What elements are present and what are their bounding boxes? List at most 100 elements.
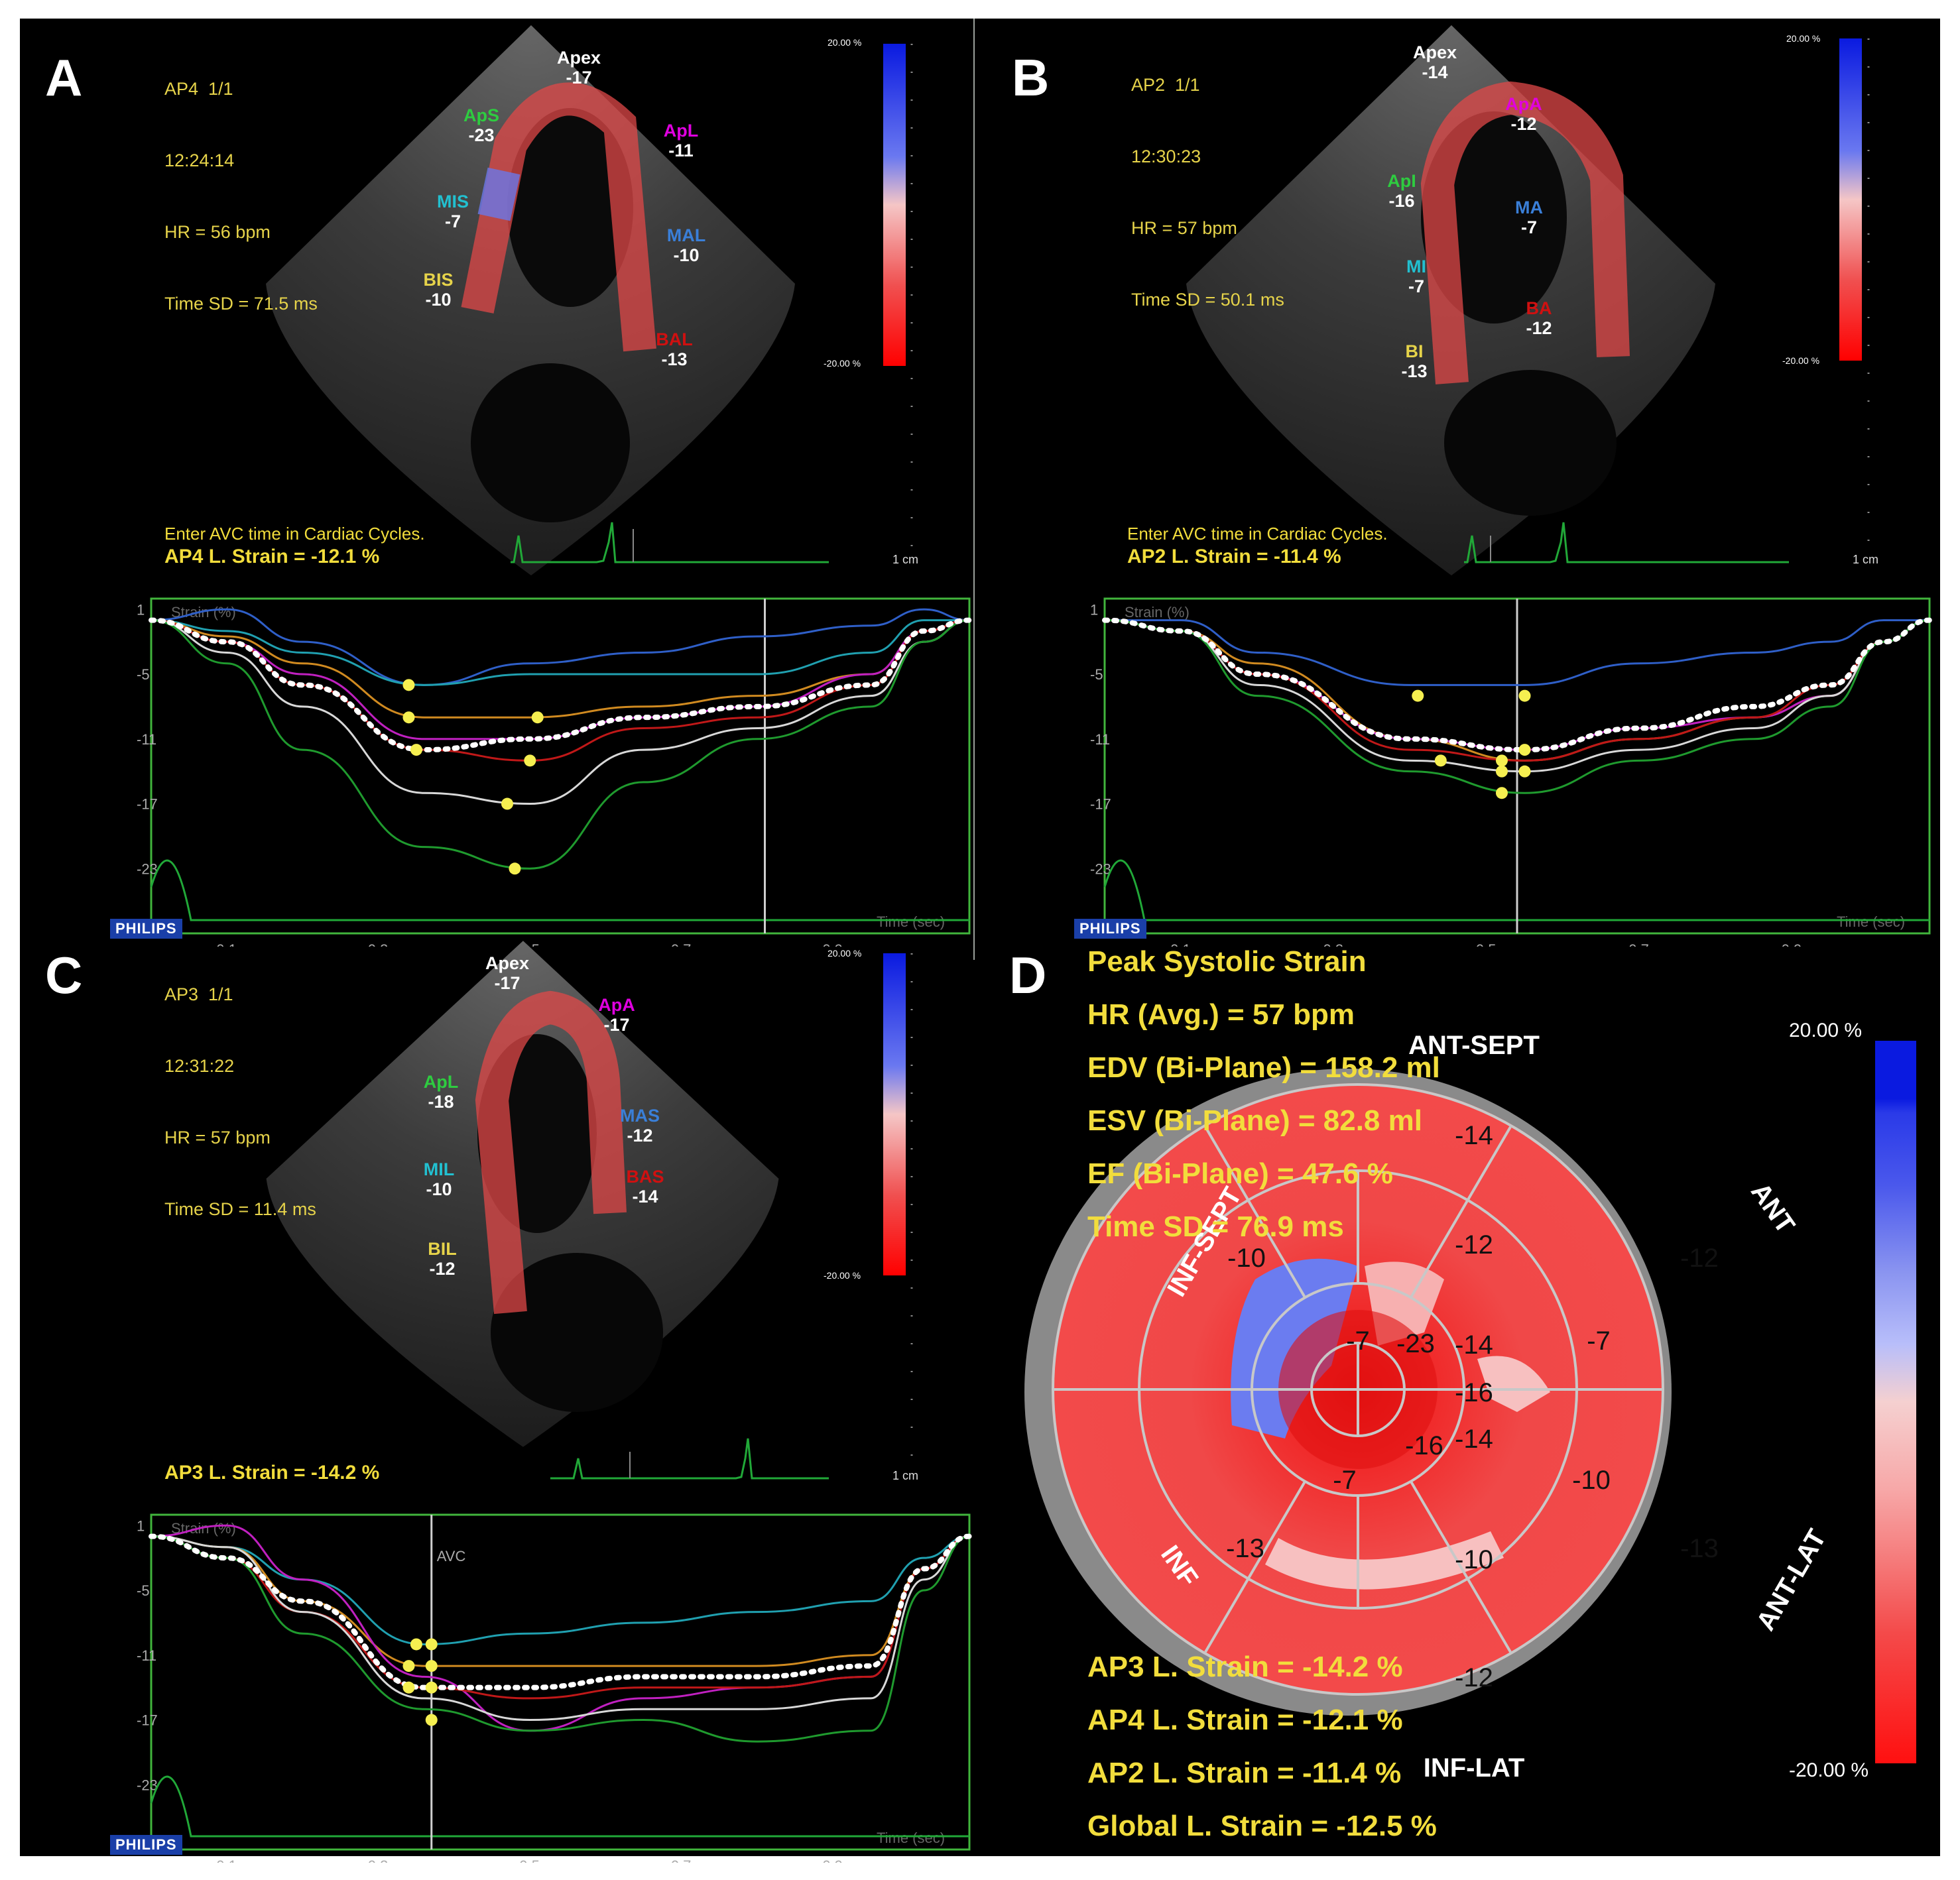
segment-name-bas: BAS — [626, 1167, 664, 1187]
panel-b: Apex -14 ApA -12 ApI -16 MA -7 MI -7 BA -12 BI -13 B … — [987, 19, 1940, 947]
time-label: 12:24:14 — [164, 150, 235, 170]
bullseye-segment-value: -12 — [1455, 1230, 1493, 1260]
bullseye-segment-value: -14 — [1455, 1425, 1493, 1454]
hr-avg: HR (Avg.) = 57 bpm — [1087, 998, 1355, 1031]
atrium — [1444, 370, 1617, 516]
x-tick-label: 0.9 — [1782, 941, 1802, 947]
segment-name-apl: ApL — [424, 1072, 458, 1092]
segment-value-bas: -14 — [632, 1187, 658, 1206]
colorbar — [883, 44, 906, 366]
series-white — [151, 619, 970, 805]
bullseye-segment-value: -16 — [1455, 1378, 1493, 1407]
segment-value-apex: -17 — [566, 68, 591, 88]
segment-value-apl: -11 — [668, 141, 694, 160]
segment-name-mi: MI — [1406, 257, 1426, 276]
global-strain: Global L. Strain = -12.5 % — [1087, 1810, 1437, 1842]
bullseye-segment-value: -7 — [1346, 1326, 1370, 1356]
bullseye-segment-value: -7 — [1587, 1326, 1611, 1356]
x-tick-label: 0.5 — [1476, 941, 1497, 947]
view-label: AP2 1/1 — [1131, 75, 1200, 95]
segment-value-apl: -18 — [428, 1092, 454, 1112]
panel-letter-a: A — [45, 48, 83, 107]
peak-marker — [425, 1660, 438, 1673]
y-tick-label: -11 — [137, 1647, 156, 1664]
acquisition-info: AP4 1/1 12:24:14 HR = 56 bpm Time SD = 7… — [164, 29, 318, 363]
hr-label: HR = 57 bpm — [1131, 218, 1237, 238]
view-label: AP4 1/1 — [164, 79, 233, 99]
bullseye-segment-value: -7 — [1333, 1466, 1357, 1495]
peak-marker — [501, 797, 514, 810]
panel-c-echo-svg: Apex-17ApA-17ApL-18MAS-12MIL-10BAS-14BIL… — [266, 941, 913, 1480]
bullseye-segment-value: -10 — [1227, 1244, 1266, 1273]
x-tick-label: 0.1 — [216, 1857, 237, 1863]
segment-name-mis: MIS — [437, 192, 469, 211]
segment-value-bi: -13 — [1401, 361, 1427, 381]
peak-marker — [402, 1681, 415, 1694]
series-green — [151, 619, 970, 870]
bullseye-segment-value: -13 — [1226, 1534, 1264, 1563]
chart-frame — [150, 597, 971, 935]
segment-name-mas: MAS — [620, 1106, 660, 1126]
bullseye-colorbar-bottom: -20.00 % — [1789, 1759, 1869, 1781]
y-tick-label: -23 — [137, 860, 158, 877]
y-tick-label: -11 — [1090, 731, 1110, 748]
y-tick-label: 1 — [1090, 601, 1098, 618]
x-tick-label: 0.5 — [519, 941, 540, 947]
philips-logo: PHILIPS — [110, 919, 182, 939]
hr-label: HR = 57 bpm — [164, 1128, 271, 1147]
segment-value-ma: -7 — [1521, 217, 1537, 237]
segment-value-mi: -7 — [1408, 276, 1424, 296]
philips-logo: PHILIPS — [110, 1835, 182, 1855]
strain-tracking-band — [1420, 81, 1630, 384]
series-green — [1104, 619, 1930, 794]
segment-value-mil: -10 — [426, 1179, 452, 1199]
colorbar-top-label: 20.00 % — [827, 37, 862, 48]
x-tick-label: 0.3 — [368, 941, 389, 947]
x-axis-label: Time (sec) — [877, 913, 945, 930]
peak-marker — [1518, 765, 1531, 778]
peak-marker — [531, 711, 544, 724]
series-blue — [1105, 619, 1929, 686]
peak-marker — [410, 744, 422, 756]
strain-chart-c: Strain (%)Time (sec)1-5-11-17-23-290.10.… — [137, 1513, 972, 1863]
ecg-trace — [550, 1438, 829, 1480]
peak-marker — [1412, 689, 1424, 702]
edv: EDV (Bi-Plane) = 158.2 ml — [1087, 1051, 1440, 1084]
strain-chart-a: Strain (%)Time (sec)1-5-11-17-23-290.10.… — [137, 597, 972, 947]
segment-value-api: -16 — [1388, 191, 1414, 211]
colorbar-bottom-label: -20.00 % — [1782, 355, 1820, 366]
x-axis-label: Time (sec) — [1837, 913, 1905, 930]
segment-name-bal: BAL — [656, 329, 693, 349]
y-tick-label: -23 — [137, 1777, 158, 1793]
time-label: 12:31:22 — [164, 1056, 235, 1076]
panel-divider — [973, 19, 975, 960]
segment-name-bi: BI — [1406, 341, 1424, 361]
y-tick-label: -5 — [137, 666, 150, 683]
segment-value-mis: -7 — [445, 211, 461, 231]
scale-label: 1 cm — [892, 1469, 919, 1482]
segment-value-bis: -10 — [425, 290, 451, 310]
bullseye-segment-value: -23 — [1396, 1329, 1435, 1358]
y-tick-label: -5 — [1090, 666, 1103, 683]
series-orange — [151, 619, 970, 719]
panel-a: Apex -17 ApS -23 ApL -11 MIS -7 MAL -10 BIS -10 BAL -… — [20, 19, 973, 947]
peak-marker — [1495, 787, 1508, 799]
x-tick-label: 0.9 — [822, 1857, 843, 1863]
peak-marker — [425, 1638, 438, 1651]
series-red — [1104, 619, 1930, 762]
y-tick-label: 1 — [137, 601, 145, 618]
y-tick-label: -23 — [1090, 860, 1111, 877]
segment-name-bil: BIL — [428, 1239, 457, 1259]
series-green — [151, 1535, 970, 1743]
series-cyan — [151, 1535, 970, 1645]
ap3-strain: AP3 L. Strain = -14.2 % — [1087, 1651, 1403, 1683]
y-tick-label: -17 — [137, 796, 158, 813]
strain-chart-b: Strain (%)Time (sec)1-5-11-17-23-290.10.… — [1090, 597, 1932, 947]
ap2-strain: AP2 L. Strain = -11.4 % — [1087, 1757, 1402, 1789]
acquisition-info: AP2 1/1 12:30:23 HR = 57 bpm Time SD = 5… — [1131, 25, 1284, 359]
avc-instruction: Enter AVC time in Cardiac Cycles. — [1127, 524, 1388, 544]
ef: EF (Bi-Plane) = 47.6 % — [1087, 1157, 1393, 1190]
